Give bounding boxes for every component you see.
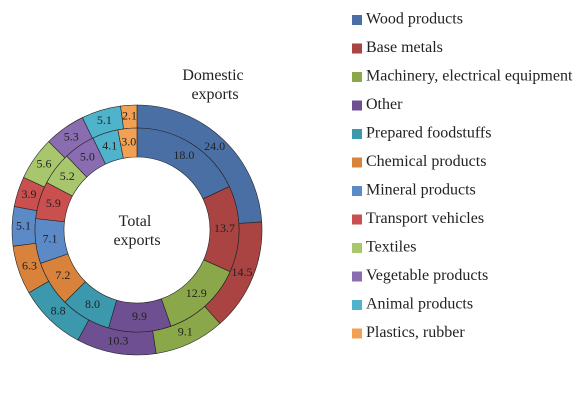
data-label: 14.5 bbox=[231, 265, 252, 279]
legend-swatch bbox=[352, 214, 362, 225]
legend-label: Plastics, rubber bbox=[366, 324, 465, 341]
data-label: 5.1 bbox=[97, 113, 112, 127]
data-label: 4.1 bbox=[102, 139, 117, 153]
legend-label: Mineral products bbox=[366, 182, 476, 199]
legend-swatch bbox=[352, 186, 362, 196]
data-label: 9.9 bbox=[132, 309, 147, 323]
legend-swatch bbox=[352, 328, 362, 339]
legend: Wood products Base metals Machinery, elect… bbox=[352, 11, 573, 341]
data-label: 3.0 bbox=[121, 135, 136, 149]
legend-swatch bbox=[352, 271, 362, 282]
data-label: 24.0 bbox=[204, 139, 225, 153]
data-label: 9.1 bbox=[178, 324, 193, 338]
data-label: 7.2 bbox=[55, 268, 70, 282]
legend-label: Vegetable products bbox=[366, 267, 488, 284]
legend-label: Base metals bbox=[366, 39, 443, 56]
series-name: Domestic exports bbox=[182, 67, 247, 103]
data-label: 6.3 bbox=[22, 258, 37, 272]
data-label: 3.9 bbox=[21, 187, 36, 201]
legend-swatch bbox=[352, 157, 362, 168]
legend-swatch bbox=[352, 243, 362, 253]
data-label: 5.0 bbox=[80, 150, 95, 164]
data-label: 10.3 bbox=[107, 334, 128, 348]
data-label: 8.0 bbox=[85, 297, 100, 311]
data-label: 13.7 bbox=[214, 221, 235, 235]
donut-segment bbox=[117, 127, 138, 159]
legend-label: Animal products bbox=[366, 296, 473, 313]
legend-swatch bbox=[352, 43, 362, 54]
data-label: 7.1 bbox=[43, 231, 58, 245]
legend-label: Chemical products bbox=[366, 153, 486, 170]
data-label: 5.9 bbox=[46, 196, 61, 210]
series-name: Total exports bbox=[113, 213, 160, 249]
legend-label: Prepared foodstuffs bbox=[366, 125, 491, 142]
legend-swatch bbox=[352, 100, 362, 111]
data-label: 5.1 bbox=[16, 218, 31, 232]
legend-label: Textiles bbox=[366, 239, 416, 256]
data-label: 5.3 bbox=[64, 129, 79, 143]
data-label: 5.6 bbox=[36, 157, 51, 171]
legend-label: Wood products bbox=[366, 11, 463, 28]
data-label: 18.0 bbox=[173, 148, 194, 162]
legend-label: Transport vehicles bbox=[366, 210, 484, 227]
legend-swatch bbox=[352, 72, 362, 82]
data-label: 8.8 bbox=[51, 303, 66, 317]
legend-swatch bbox=[352, 300, 362, 310]
legend-swatch bbox=[352, 15, 362, 25]
data-label: 5.2 bbox=[60, 169, 75, 183]
data-label: 2.1 bbox=[122, 108, 137, 122]
legend-label: Other bbox=[366, 96, 403, 113]
data-label: 12.9 bbox=[186, 286, 207, 300]
rings: 24.0 14.5 9.1 10.3 8.8 6.3 5.1 3.9 5.6 5.3 5.1 2.1 1… bbox=[11, 104, 263, 356]
legend-label: Machinery, electrical equipment bbox=[366, 68, 573, 85]
legend-swatch bbox=[352, 129, 362, 139]
